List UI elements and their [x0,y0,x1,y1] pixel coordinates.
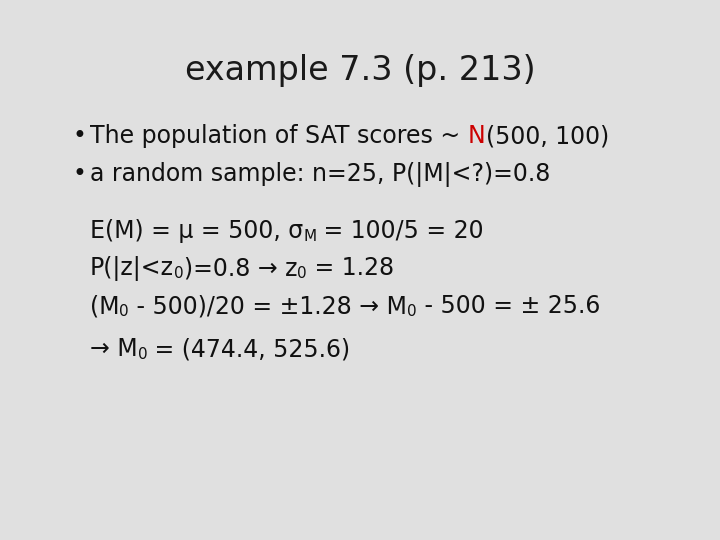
Text: P(|z|<z: P(|z|<z [90,256,174,281]
Text: example 7.3 (p. 213): example 7.3 (p. 213) [185,54,535,87]
Text: - 500)/20 = ±1.28 → M: - 500)/20 = ±1.28 → M [129,294,407,318]
Text: •: • [72,162,86,186]
Text: (M: (M [90,294,120,318]
Text: → M: → M [90,338,138,361]
Text: a random sample: n=25, P(|M|<?)=0.8: a random sample: n=25, P(|M|<?)=0.8 [90,162,550,187]
Text: = 100/5 = 20: = 100/5 = 20 [316,219,484,242]
Text: N: N [468,124,485,148]
Text: 0: 0 [407,304,417,319]
Text: 0: 0 [297,266,307,281]
Text: = (474.4, 525.6): = (474.4, 525.6) [148,338,351,361]
Text: 0: 0 [174,266,184,281]
Text: )=0.8 → z: )=0.8 → z [184,256,297,280]
Text: M: M [303,228,316,244]
Text: The population of SAT scores ~: The population of SAT scores ~ [90,124,468,148]
Text: E(M) = μ = 500, σ: E(M) = μ = 500, σ [90,219,303,242]
Text: 0: 0 [138,347,148,362]
Text: 0: 0 [120,304,129,319]
Text: = 1.28: = 1.28 [307,256,394,280]
Text: - 500 = ± 25.6: - 500 = ± 25.6 [417,294,600,318]
Text: •: • [72,124,86,148]
Text: (500, 100): (500, 100) [485,124,608,148]
